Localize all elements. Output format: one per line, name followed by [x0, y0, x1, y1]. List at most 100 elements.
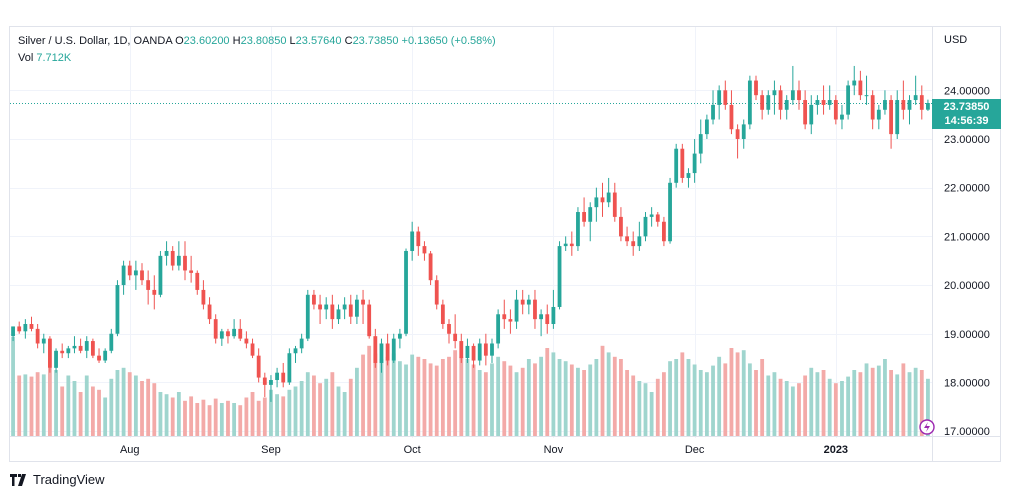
candle-body [453, 333, 458, 342]
volume-bar [324, 378, 329, 436]
high-label: H [232, 35, 241, 47]
volume-bar [723, 363, 728, 436]
volume-bar [459, 356, 464, 436]
volume-bar [477, 370, 482, 436]
volume-bar [397, 361, 402, 436]
candle-body [140, 270, 144, 281]
open-label: O [175, 35, 184, 47]
volume-bar [870, 367, 875, 436]
volume-bar [213, 398, 218, 436]
candle-body [526, 299, 531, 305]
candle-body [876, 109, 881, 120]
volume-bar [526, 359, 531, 436]
volume-bar [121, 367, 126, 436]
volume-bar [232, 403, 237, 436]
volume-bar [747, 363, 752, 436]
volume-bar [140, 381, 144, 436]
candle-body [907, 100, 912, 110]
candle-body [901, 100, 906, 110]
volume-bar [17, 375, 22, 436]
y-tick-label: 21.00000 [944, 231, 990, 243]
x-tick-label: Oct [404, 444, 421, 456]
candle-body [109, 333, 114, 351]
volume-bar [281, 396, 286, 436]
candle-body [662, 221, 666, 242]
volume-bar [735, 352, 740, 436]
last-price-value: 23.73850 [943, 101, 990, 113]
volume-bar [103, 397, 108, 436]
vol-value: 7.712K [36, 52, 72, 64]
volume-bar [158, 392, 163, 436]
candle-body [551, 306, 556, 325]
x-tick-label: Aug [120, 444, 140, 456]
volume-bar [330, 372, 335, 436]
candle-body [60, 350, 65, 354]
candle-body [158, 255, 163, 295]
volume-bar [269, 389, 273, 436]
candle-body [840, 114, 844, 120]
volume-bar [416, 356, 421, 436]
candle-body [674, 148, 679, 183]
chart-frame [9, 26, 1001, 462]
volume-bar [201, 399, 206, 436]
candle-body [84, 341, 89, 351]
volume-bar [287, 389, 292, 436]
event-marker-icon[interactable] [919, 419, 935, 435]
candle-body [336, 309, 341, 320]
footer-brand[interactable]: TradingView [10, 472, 105, 487]
candle-body [919, 95, 924, 110]
volume-bar [655, 378, 660, 436]
volume-bar [919, 370, 924, 436]
volume-bar [305, 372, 310, 436]
volume-bar [35, 372, 40, 436]
low-value: 23.57640 [295, 35, 342, 47]
candle-body [496, 314, 501, 344]
volume-bar [410, 354, 415, 436]
volume-bar [649, 392, 654, 436]
candle-body [410, 231, 415, 251]
candle-body [54, 350, 58, 368]
candle-body [514, 299, 519, 322]
volume-bar [754, 370, 758, 436]
volume-bar [569, 364, 574, 436]
candle-body [146, 280, 151, 290]
candle-body [619, 216, 623, 237]
volume-bar [668, 361, 672, 436]
candle-body [563, 243, 568, 247]
y-tick-label: 19.00000 [944, 329, 990, 341]
candle-body [754, 80, 758, 96]
candle-body [318, 304, 322, 310]
candle-body [232, 328, 237, 337]
candle-body [189, 270, 194, 273]
volume-bar [680, 352, 685, 436]
candle-body [612, 192, 617, 217]
candle-body [66, 348, 71, 354]
low-label: L [289, 35, 296, 47]
volume-bar [600, 345, 605, 436]
candle-body [465, 345, 470, 359]
volume-bar [827, 378, 832, 436]
volume-bar [299, 381, 304, 436]
candle-body [305, 294, 310, 339]
volume-bar [674, 359, 679, 436]
candle-body [533, 299, 537, 320]
candle-body [373, 336, 378, 363]
volume-bar [195, 403, 200, 436]
currency-label[interactable]: USD [944, 34, 968, 46]
candle-body [809, 104, 814, 125]
candle-body [790, 90, 795, 101]
open-value: 23.60200 [183, 35, 230, 47]
vol-label[interactable]: Vol [18, 52, 34, 64]
volume-bar [864, 363, 869, 436]
candle-body [434, 280, 439, 305]
volume-bar [60, 386, 65, 436]
volume-bar [275, 394, 279, 436]
volume-bar [54, 370, 58, 436]
volume-bar [152, 383, 157, 436]
y-tick-label: 20.00000 [944, 280, 990, 292]
candle-body [883, 100, 887, 110]
candle-body [404, 250, 408, 334]
volume-bar [907, 372, 912, 436]
symbol-name[interactable]: Silver / U.S. Dollar, 1D, OANDA [18, 35, 173, 47]
